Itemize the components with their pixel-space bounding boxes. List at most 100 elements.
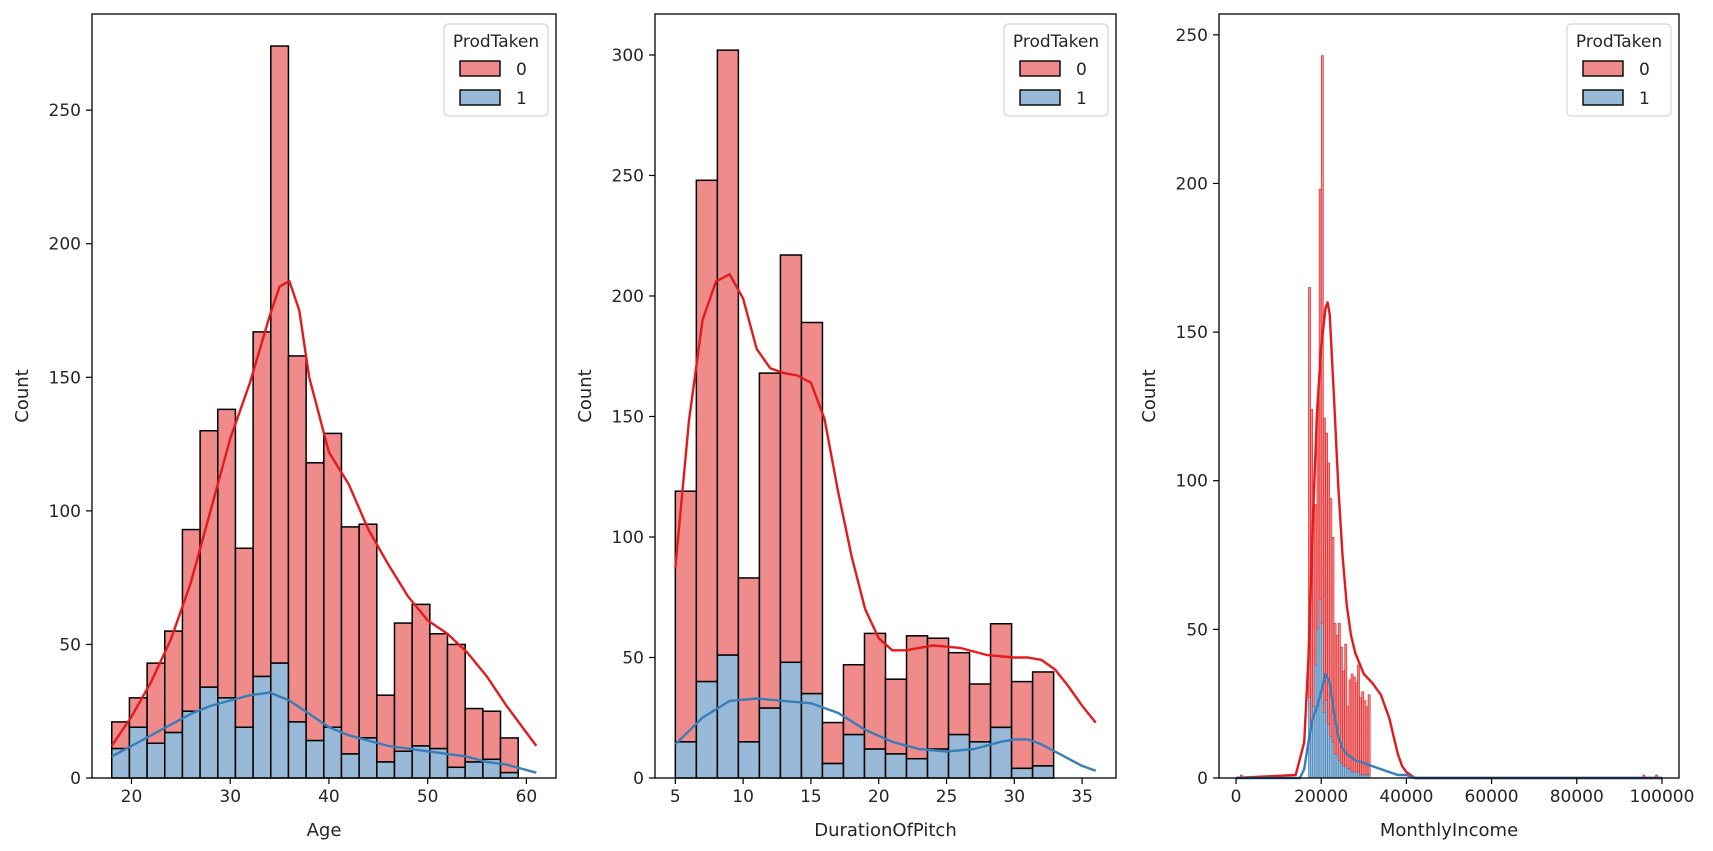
bar-prodtaken-1 [1031,765,1055,779]
bar-prodtaken-1 [464,761,484,779]
bar-prodtaken-0 [1333,623,1337,755]
legend-label-0: 0 [1639,60,1650,80]
bar-prodtaken-0 [716,49,740,656]
x-tick-label: 5 [670,787,681,807]
bar-prodtaken-0 [1357,664,1360,773]
bar-prodtaken-0 [779,254,803,664]
y-tick-label: 50 [622,648,644,668]
y-tick-label: 150 [49,368,81,388]
bar-prodtaken-0 [358,523,378,739]
bar-prodtaken-1 [1329,736,1333,779]
y-tick-label: 250 [49,101,81,121]
y-tick-label: 150 [1176,323,1208,343]
legend-label-0: 0 [1076,60,1087,80]
bar-prodtaken-1 [217,697,237,779]
bar-prodtaken-0 [252,331,272,678]
bar-prodtaken-1 [199,686,219,779]
bar-prodtaken-1 [1346,768,1350,779]
bar-prodtaken-0 [905,635,929,760]
x-tick-label: 40 [318,787,340,807]
bar-prodtaken-1 [1354,771,1358,779]
bar-prodtaken-1 [758,707,782,779]
y-tick-label: 300 [612,46,644,66]
bar-prodtaken-0 [1314,504,1318,666]
bar-prodtaken-1 [1352,771,1356,779]
bar-prodtaken-0 [926,637,950,750]
x-tick-label: 20000 [1294,787,1348,807]
bar-prodtaken-1 [181,710,201,779]
y-axis-label: Count [12,369,33,422]
bar-prodtaken-0 [737,577,761,743]
bar-prodtaken-0 [376,694,396,763]
kde-line-prodtaken-1 [1236,672,1662,780]
x-tick-label: 60 [516,787,538,807]
bar-prodtaken-1 [1325,700,1328,779]
x-tick-label: 30 [219,787,241,807]
bar-prodtaken-1 [842,733,866,779]
bar-prodtaken-0 [393,622,413,753]
legend-swatch-1 [459,89,501,106]
y-tick-label: 50 [59,635,81,655]
legend-swatch-1 [1582,89,1624,106]
bar-prodtaken-1 [393,750,413,779]
x-tick-label: 40000 [1379,787,1433,807]
bar-prodtaken-1 [146,742,166,779]
y-tick-label: 100 [612,528,644,548]
bar-prodtaken-0 [989,623,1013,729]
kde-line-prodtaken-1 [111,691,537,774]
legend-swatch-0 [1019,60,1061,77]
y-tick-label: 0 [633,769,644,789]
x-tick-label: 35 [1071,787,1093,807]
bar-prodtaken-0 [446,643,466,769]
legend-title: ProdTaken [453,32,539,52]
bar-prodtaken-1 [1333,753,1337,779]
kde-line-prodtaken-0 [674,273,1097,724]
bar-prodtaken-1 [947,733,971,779]
bar-prodtaken-1 [905,757,929,779]
x-tick-label: 80000 [1550,787,1604,807]
subplot-2: 5 10 15 20 25 30 35050100150200250300DurationO… [575,13,1117,841]
y-tick-label: 200 [612,287,644,307]
bar-prodtaken-1 [1010,767,1034,779]
subplot-3: 0 20000 40000 60000 80000 100000 0 50 100 150 200 2… [1139,13,1695,841]
bar-prodtaken-0 [1010,680,1034,770]
x-tick-label: 20 [121,787,143,807]
x-axis-label: MonthlyIncome [1380,820,1518,841]
x-axis-label: DurationOfPitch [814,820,957,841]
bar-prodtaken-1 [234,726,254,779]
bar-prodtaken-0 [1031,671,1055,767]
bar-prodtaken-1 [737,741,761,779]
bar-prodtaken-0 [1318,189,1322,600]
axes-frame [91,13,557,779]
bar-prodtaken-1 [779,661,803,779]
bar-prodtaken-1 [340,753,360,779]
bar-prodtaken-1 [1320,623,1324,779]
bar-prodtaken-1 [695,680,719,779]
kde-line-prodtaken-0 [110,279,538,747]
legend-title: ProdTaken [1013,32,1099,52]
y-axis-label: Count [575,369,596,422]
bar-prodtaken-0 [482,710,502,761]
bar-prodtaken-1 [305,739,325,779]
y-tick-label: 0 [1197,769,1208,789]
legend-swatch-0 [1582,60,1624,77]
bar-prodtaken-1 [358,737,378,779]
y-tick-label: 200 [49,235,81,255]
y-tick-label: 150 [612,407,644,427]
bar-prodtaken-0 [429,632,449,750]
bar-prodtaken-0 [1323,417,1326,713]
x-tick-label: 100000 [1630,787,1695,807]
bar-prodtaken-0 [287,355,307,723]
legend: ProdTaken 0 1 [1566,23,1672,117]
y-axis-label: Count [1139,369,1160,422]
legend-title: ProdTaken [1576,32,1662,52]
y-tick-label: 100 [49,502,81,522]
axes-frame [1218,13,1680,779]
bar-prodtaken-1 [1335,753,1339,779]
bar-prodtaken-0 [199,429,219,688]
y-tick-label: 100 [1176,472,1208,492]
bar-prodtaken-1 [1337,759,1341,779]
bar-prodtaken-0 [323,432,343,728]
legend-label-1: 1 [1076,89,1087,109]
